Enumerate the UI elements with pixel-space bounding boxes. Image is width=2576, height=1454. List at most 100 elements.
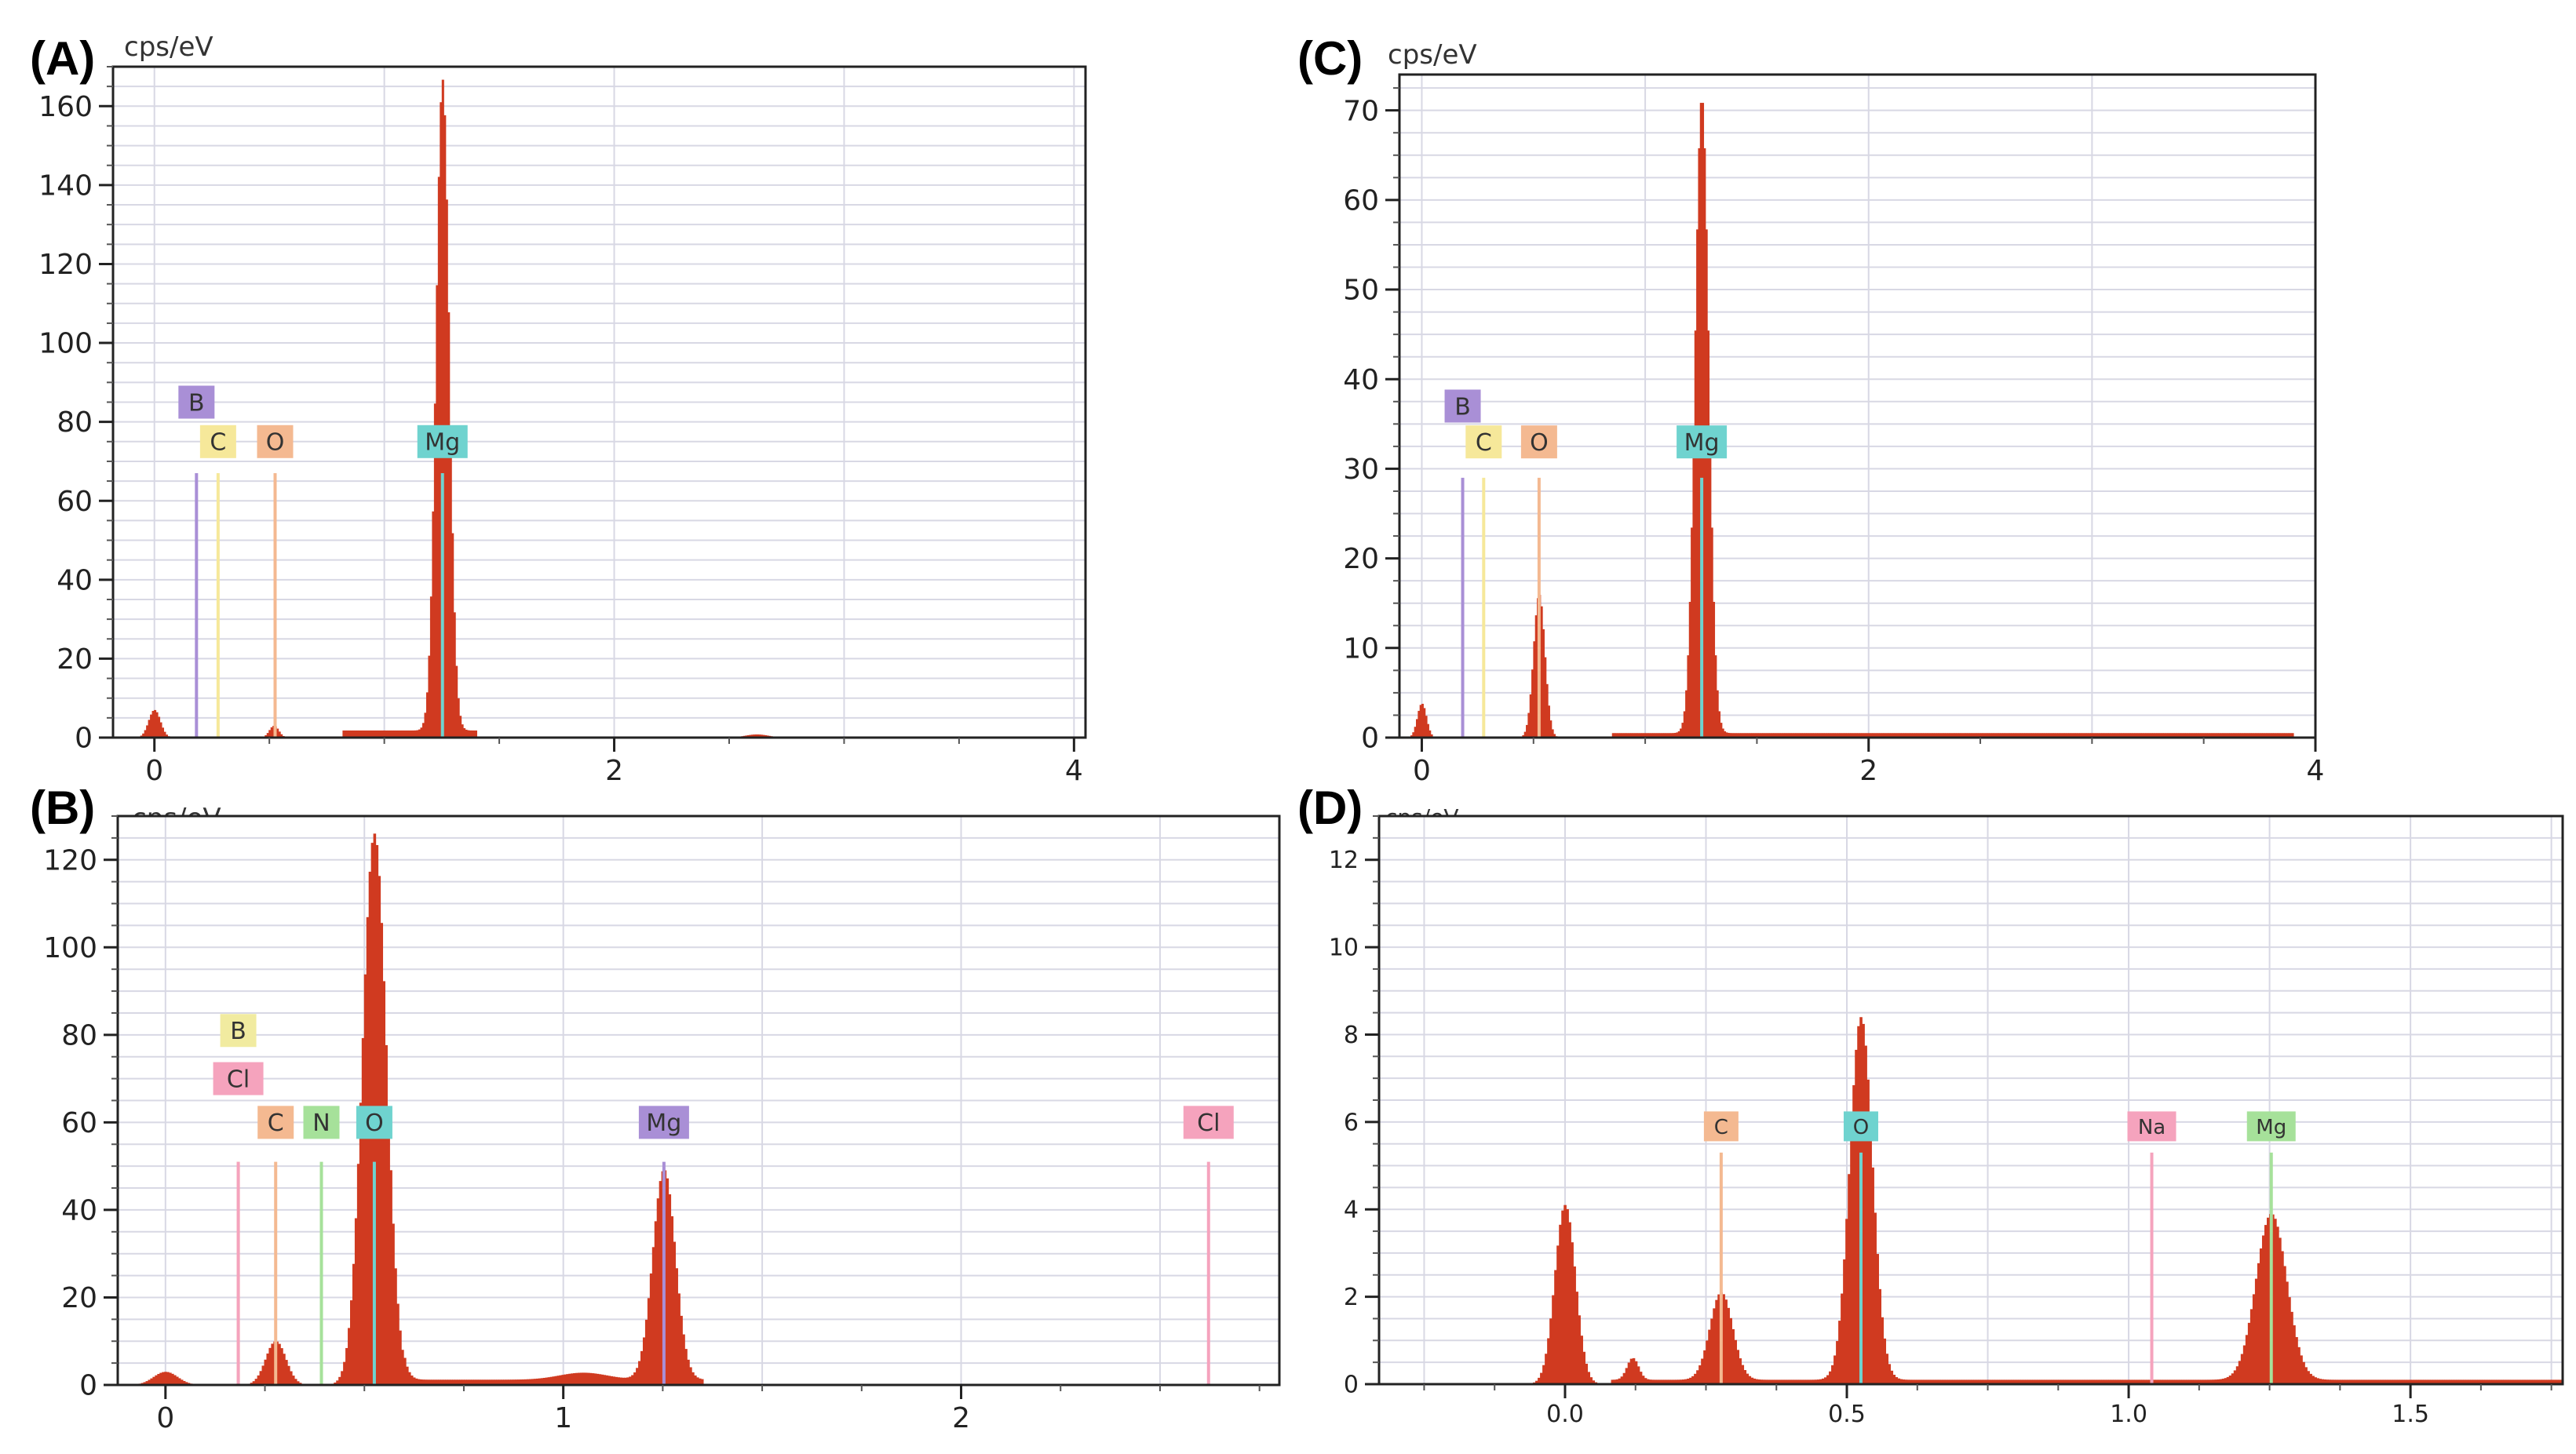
spectrum-bar (1912, 733, 1915, 738)
spectrum-bar (1625, 1368, 1629, 1384)
y-tick-label: 140 (38, 169, 93, 202)
spectrum-bar (1630, 733, 1633, 738)
spectrum-bar (1999, 1379, 2002, 1384)
spectrum-bar (1714, 655, 1717, 738)
spectrum-bar (2016, 733, 2020, 738)
spectrum-bar (2203, 733, 2206, 738)
spectrum-bar (1939, 1379, 1943, 1384)
spectrum-bar (2067, 1379, 2071, 1384)
spectrum-bar (1563, 1204, 1567, 1384)
spectrum-bar (1974, 733, 1977, 738)
spectrum-bar (2070, 1379, 2074, 1384)
spectrum-bar (1853, 733, 1856, 738)
spectrum-bar (1864, 1045, 1867, 1384)
spectrum-bar (342, 730, 345, 738)
spectrum-bar (1553, 734, 1556, 738)
spectrum-bar (2127, 1379, 2130, 1384)
spectrum-bar (2451, 1379, 2454, 1384)
spectrum-bar (2207, 1379, 2211, 1384)
spectrum-bar (1529, 694, 1532, 738)
spectrum-bar (1861, 733, 1864, 738)
spectrum-bar (2062, 733, 2065, 738)
spectrum-bar (584, 1372, 588, 1385)
spectrum-bar (2437, 1379, 2440, 1384)
spectrum-bar (359, 730, 363, 738)
spectrum-bar (694, 1375, 697, 1385)
spectrum-bar (1989, 733, 1992, 738)
spectrum-bar (2396, 1379, 2400, 1384)
spectrum-bar (2309, 1373, 2312, 1384)
spectrum-bar (2128, 733, 2131, 738)
spectrum-bar (150, 714, 153, 738)
spectrum-bar (414, 730, 418, 738)
spectrum-bar (2529, 1379, 2533, 1384)
spectrum-bar (2224, 733, 2227, 738)
spectrum-bar (2439, 1379, 2443, 1384)
spectrum-bar (1724, 1299, 1728, 1384)
spectrum-bar (1910, 733, 1914, 738)
spectrum-bar (346, 730, 349, 738)
spectrum-bar (1869, 1121, 1872, 1384)
spectrum-bar (2354, 1379, 2358, 1384)
spectrum-bar (2199, 733, 2202, 738)
spectrum-bar (1967, 733, 1970, 738)
spectrum-bar (2219, 1379, 2223, 1384)
spectrum-bar (2144, 1379, 2147, 1384)
spectrum-bar (1848, 733, 1851, 738)
spectrum-bar (1885, 733, 1888, 738)
spectrum-bar (696, 1377, 699, 1385)
spectrum-bar (2086, 733, 2089, 738)
spectrum-bar (2188, 733, 2191, 738)
spectrum-bar (1634, 1361, 1638, 1384)
spectrum-bar (2122, 1379, 2125, 1384)
spectrum-bar (526, 1379, 530, 1385)
spectrum-bar (1859, 733, 1862, 738)
spectrum-bar (2088, 733, 2091, 738)
spectrum-bar (1548, 705, 1550, 738)
spectrum-bar (2084, 1379, 2088, 1384)
spectrum-bar (1784, 733, 1787, 738)
spectrum-bar (2081, 733, 2084, 738)
spectrum-bar (1968, 1379, 1972, 1384)
y-tick-label: 120 (38, 249, 93, 281)
spectrum-bar (1947, 1379, 1950, 1384)
spectrum-bar (2401, 1379, 2405, 1384)
spectrum-bar (2191, 1379, 2195, 1384)
spectrum-bar (1523, 731, 1527, 738)
spectrum-bar (1534, 615, 1538, 738)
spectrum-bar (1731, 733, 1734, 738)
spectrum-bar (257, 1375, 261, 1385)
spectrum-bar (1725, 732, 1728, 738)
element-tag-mg (1677, 425, 1728, 459)
spectrum-bar (1925, 1379, 1929, 1384)
spectrum-bar (2242, 733, 2245, 738)
spectrum-bar (1905, 733, 1908, 738)
spectrum-bar (1985, 1379, 1988, 1384)
spectrum-bar (1855, 1049, 1858, 1384)
spectrum-bar (2207, 733, 2210, 738)
spectrum-bar (1739, 1358, 1742, 1384)
spectrum-bar (2410, 1379, 2414, 1384)
spectrum-bar (1527, 712, 1531, 738)
spectrum-bar (363, 730, 367, 738)
spectrum-bar (2162, 1379, 2166, 1384)
spectrum-bar (1708, 1329, 1711, 1384)
spectrum-bar (608, 1376, 611, 1385)
spectrum-bar (1888, 733, 1892, 738)
spectrum-bar (438, 1379, 442, 1385)
panel-a: (A) cps/eV B C O Mg 0 20 40 60 80 100 120 140 160 0 2 4 (0, 0, 1287, 787)
spectrum-bar (586, 1372, 590, 1385)
spectrum-bar (2524, 1379, 2528, 1384)
spectrum-bar (1665, 733, 1668, 738)
spectrum-bar (1874, 1212, 1877, 1384)
spectrum-bar (2403, 1379, 2407, 1384)
spectrum-bar (2249, 1309, 2253, 1384)
x-tick-label: 2 (605, 755, 623, 787)
spectrum-bar (426, 1379, 430, 1385)
spectrum-bar (278, 1343, 281, 1385)
spectrum-bar (424, 1379, 428, 1385)
spectrum-bar (1669, 733, 1672, 738)
spectrum-bar (2225, 733, 2228, 738)
spectrum-bar (1813, 733, 1816, 738)
spectrum-bar (1932, 733, 1936, 738)
